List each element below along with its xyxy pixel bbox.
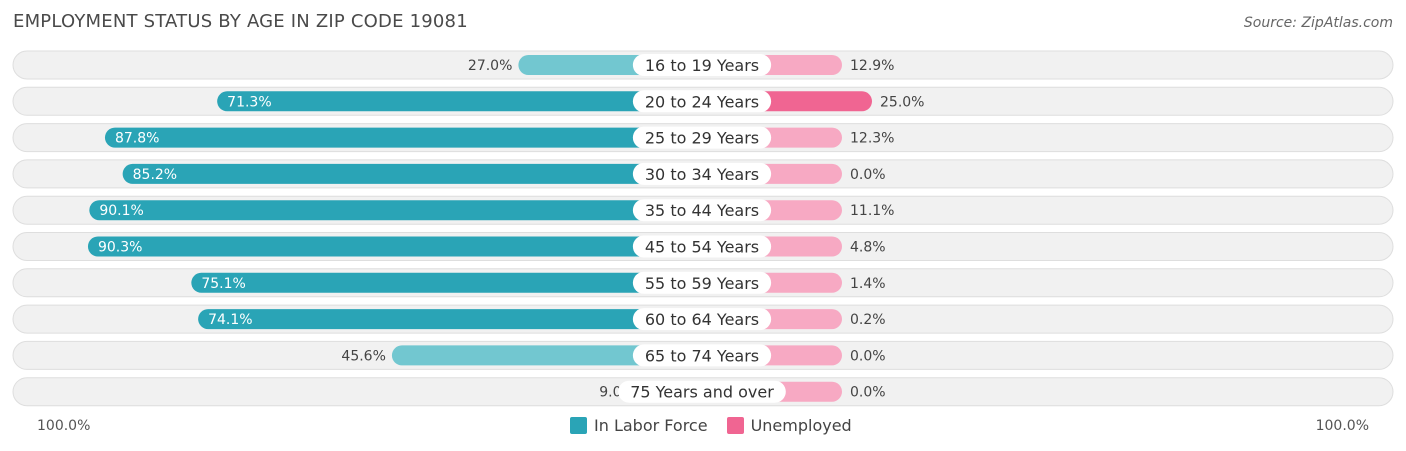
category-label: 55 to 59 Years [645, 274, 759, 293]
bar-labor-force [87, 236, 702, 257]
legend-item-unemployed: Unemployed [726, 416, 852, 435]
value-label-unemployed: 12.3% [850, 131, 894, 147]
category-label: 75 Years and over [630, 383, 774, 402]
value-label-labor-force: 74.1% [208, 312, 252, 328]
value-label-unemployed: 25.0% [880, 94, 924, 110]
bar-labor-force [191, 272, 702, 293]
legend-label-unemployed: Unemployed [750, 416, 852, 435]
value-label-unemployed: 11.1% [850, 203, 894, 219]
category-label: 16 to 19 Years [645, 56, 759, 75]
value-label-labor-force: 87.8% [115, 131, 159, 147]
value-label-unemployed: 0.0% [850, 348, 886, 364]
value-label-labor-force: 27.0% [468, 58, 512, 74]
value-label-unemployed: 1.4% [850, 276, 886, 292]
category-label: 25 to 29 Years [645, 129, 759, 148]
value-label-labor-force: 90.1% [99, 203, 143, 219]
legend-item-labor-force: In Labor Force [570, 416, 708, 435]
bar-labor-force [217, 91, 702, 112]
bar-labor-force [122, 163, 702, 184]
axis-label-left: 100.0% [37, 418, 91, 434]
category-label: 45 to 54 Years [645, 238, 759, 257]
category-label-background [632, 235, 772, 258]
category-label-background [632, 199, 772, 222]
chart-title: EMPLOYMENT STATUS BY AGE IN ZIP CODE 190… [13, 11, 468, 32]
category-label: 35 to 44 Years [645, 201, 759, 220]
category-label: 60 to 64 Years [645, 310, 759, 329]
bar-labor-force [198, 309, 702, 330]
category-label-background [632, 344, 772, 367]
legend-swatch-labor-force [570, 417, 587, 434]
bar-labor-force [391, 345, 702, 366]
value-label-unemployed: 12.9% [850, 58, 894, 74]
bar-labor-force [104, 127, 702, 148]
value-label-unemployed: 0.2% [850, 312, 886, 328]
category-label-background [632, 271, 772, 294]
value-label-labor-force: 90.3% [98, 240, 142, 256]
legend-swatch-unemployed [726, 417, 744, 434]
value-label-labor-force: 45.6% [341, 348, 385, 364]
category-label: 65 to 74 Years [645, 346, 759, 365]
category-label-background [632, 162, 772, 185]
category-label-background [632, 126, 772, 149]
value-label-unemployed: 0.0% [850, 167, 886, 183]
bar-labor-force [89, 200, 702, 221]
axis-label-right: 100.0% [1315, 418, 1369, 434]
value-label-unemployed: 4.8% [850, 240, 886, 256]
value-label-labor-force: 85.2% [133, 167, 177, 183]
chart-source: Source: ZipAtlas.com [1243, 15, 1393, 31]
category-label-background [618, 380, 786, 403]
value-label-labor-force: 75.1% [201, 276, 245, 292]
category-label: 20 to 24 Years [645, 92, 759, 111]
category-label: 30 to 34 Years [645, 165, 759, 184]
value-label-unemployed: 0.0% [850, 385, 886, 401]
category-label-background [632, 54, 772, 76]
category-label-background [632, 90, 772, 113]
legend: In Labor Force Unemployed [570, 416, 852, 435]
category-label-background [632, 308, 772, 331]
value-label-labor-force: 71.3% [227, 94, 271, 110]
legend-label-labor-force: In Labor Force [594, 416, 708, 435]
